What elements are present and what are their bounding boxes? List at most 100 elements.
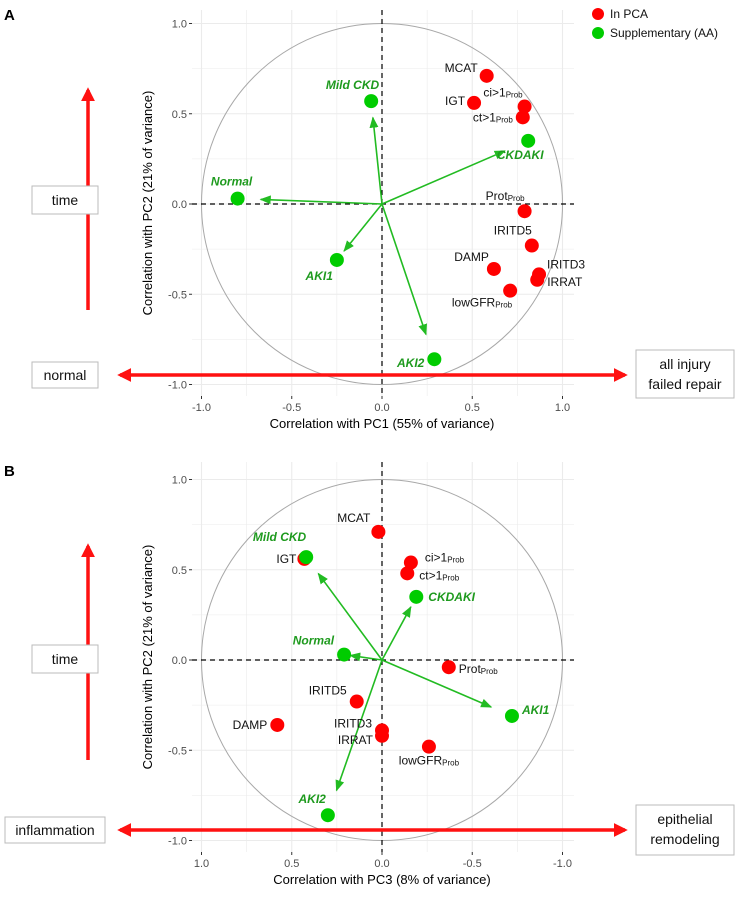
point-label-subscript: Prob (481, 667, 498, 676)
point-label-ci-1: ci>1Prob (483, 86, 523, 100)
point-label-subscript: Prob (447, 556, 464, 565)
right-annotation-line2: failed repair (648, 376, 721, 392)
point-label-normal: Normal (293, 634, 335, 648)
point-mcat (479, 68, 494, 83)
x-tick-label: -1.0 (192, 402, 211, 414)
point-damp (486, 261, 501, 276)
panel-b: B 1.0 0.5 0.0 -0.5 -1.0 1.0 0.5 0.0 -0.5 -1.0 Corre… (4, 462, 735, 887)
point-label-irrat: IRRAT (338, 733, 374, 747)
x-tick-label: 1.0 (194, 858, 209, 870)
time-box (31, 185, 99, 215)
point-label-mild-ckd: Mild CKD (253, 530, 307, 544)
point-label-mild-ckd: Mild CKD (326, 78, 380, 92)
point-label-text: Mild CKD (253, 530, 307, 544)
point-label-text: ci>1 (483, 86, 506, 100)
arrow-aki2 (381, 203, 427, 336)
y-tick-label: -0.5 (168, 289, 187, 301)
point-igt (467, 95, 482, 110)
point-label-iritd3: IRITD3 (334, 716, 372, 730)
point-label-text: ct>1 (419, 568, 442, 582)
point-label-damp: DAMP (233, 718, 268, 732)
y-axis-title: Correlation with PC2 (21% of variance) (140, 545, 155, 770)
time-label: time (52, 192, 79, 208)
point-label-lowgfr: lowGFRProb (452, 296, 513, 310)
point-label-text: AKI2 (396, 356, 425, 370)
x-tick-label: 0.0 (374, 402, 389, 414)
x-tick-label: -0.5 (282, 402, 301, 414)
point-irrat (375, 728, 389, 743)
legend-label-supplementary: Supplementary (AA) (610, 26, 718, 40)
legend-label-in-pca: In PCA (610, 7, 648, 21)
point-ct-1 (515, 110, 530, 125)
y-tick-label: 0.5 (172, 565, 187, 577)
point-label-text: IGT (276, 552, 297, 566)
point-normal (230, 191, 245, 206)
point-label-text: IRRAT (547, 275, 583, 289)
point-ci-1 (517, 99, 532, 114)
point-label-ckdaki: CKDAKI (497, 148, 544, 162)
arrow-mild-ckd (317, 572, 383, 661)
point-ci-1 (403, 555, 418, 570)
legend-marker-in-pca (592, 8, 604, 20)
point-label-text: DAMP (233, 718, 268, 732)
arrow-aki2 (335, 659, 383, 792)
point-label-mcat: MCAT (337, 511, 371, 525)
point-label-text: MCAT (445, 61, 479, 75)
point-label-subscript: Prob (508, 194, 525, 203)
point-prot (517, 204, 532, 219)
y-tick-label: 1.0 (172, 19, 187, 31)
x-tick-label: 0.5 (284, 858, 299, 870)
arrow-ckdaki (381, 150, 506, 205)
point-label-text: AKI1 (521, 703, 550, 717)
point-mcat (371, 524, 386, 539)
right-annotation-box (635, 349, 735, 399)
point-label-ct-1: ct>1Prob (473, 110, 513, 124)
point-label-text: IGT (445, 94, 466, 108)
point-ckdaki (409, 589, 424, 604)
point-label-irrat: IRRAT (547, 275, 583, 289)
left-annotation-label: inflammation (15, 822, 94, 838)
point-label-normal: Normal (211, 175, 253, 189)
point-label-text: Normal (293, 634, 335, 648)
arrow-aki1 (381, 659, 493, 708)
point-label-text: IRRAT (338, 733, 374, 747)
point-lowgfr (421, 739, 436, 754)
point-label-text: Prot (459, 662, 482, 676)
point-label-text: lowGFR (452, 296, 496, 310)
point-aki2 (320, 808, 335, 823)
point-aki1 (329, 252, 344, 267)
point-label-text: AKI2 (298, 792, 327, 806)
point-label-aki2: AKI2 (396, 356, 425, 370)
y-tick-label: 0.0 (172, 655, 187, 667)
panel-label: B (4, 463, 15, 480)
point-label-aki1: AKI1 (305, 269, 334, 283)
point-label-text: CKDAKI (497, 148, 544, 162)
point-label-text: lowGFR (399, 754, 443, 768)
point-label-subscript: Prob (495, 301, 512, 310)
point-label-text: Normal (211, 175, 253, 189)
legend: In PCA Supplementary (AA) (592, 7, 718, 40)
point-label-mcat: MCAT (445, 61, 479, 75)
x-tick-label: -1.0 (553, 858, 572, 870)
y-tick-label: -0.5 (168, 745, 187, 757)
point-label-text: IRITD5 (309, 684, 347, 698)
arrow-mild-ckd (369, 116, 383, 205)
y-tick-label: -1.0 (168, 380, 187, 392)
point-irrat (530, 272, 545, 287)
x-tick-label: -0.5 (463, 858, 482, 870)
point-label-aki2: AKI2 (298, 792, 327, 806)
point-mild-ckd (364, 94, 379, 109)
point-label-damp: DAMP (454, 250, 489, 264)
panel-a: A -1.0 -0.5 0.0 0.5 1.0 1.0 0.5 0.0 -0.5 -1.0 Corre… (4, 7, 735, 431)
point-iritd5 (524, 238, 539, 253)
point-label-text: IRITD5 (494, 224, 532, 238)
point-label-text: IRITD3 (547, 257, 585, 271)
point-label-subscript: Prob (442, 759, 459, 768)
left-annotation-box (4, 816, 106, 844)
point-label-iritd5: IRITD5 (309, 684, 347, 698)
y-axis-title: Correlation with PC2 (21% of variance) (140, 91, 155, 316)
point-label-subscript: Prob (442, 573, 459, 582)
time-label: time (52, 651, 79, 667)
x-axis-title: Correlation with PC3 (8% of variance) (273, 872, 490, 887)
